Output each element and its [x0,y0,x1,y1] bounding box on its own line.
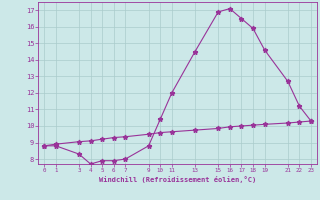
X-axis label: Windchill (Refroidissement éolien,°C): Windchill (Refroidissement éolien,°C) [99,176,256,183]
